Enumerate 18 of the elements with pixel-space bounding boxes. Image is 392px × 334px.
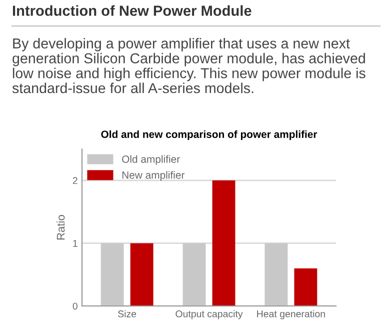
bar: [264, 243, 288, 306]
x-tick-label: Heat generation: [257, 310, 325, 320]
text: By developing a power amplifier that uses a new next generation Silicon Carbide power module, has achieved low noise and high efficiency. This new power module is standard-issue for all A-series models.: [12, 38, 366, 94]
y-tick-label: 2: [72, 177, 78, 184]
legend-label: New amplifier: [122, 171, 185, 181]
chart-title: Old and new comparison of power amplifier: [101, 130, 318, 140]
x-tick-label: Size: [118, 310, 136, 318]
bar: [100, 243, 124, 306]
x-tick-label: Output capacity: [176, 310, 243, 320]
text: Introduction of New Power Module: [12, 5, 252, 16]
bar: [212, 180, 236, 306]
bar: [182, 243, 206, 306]
y-tick-label: 1: [73, 240, 78, 247]
y-tick-label: 0: [72, 302, 78, 310]
bar: [294, 268, 318, 306]
legend-label: Old amplifier: [122, 155, 180, 165]
bar: [130, 243, 154, 306]
y-axis-title: Ratio: [56, 214, 65, 240]
